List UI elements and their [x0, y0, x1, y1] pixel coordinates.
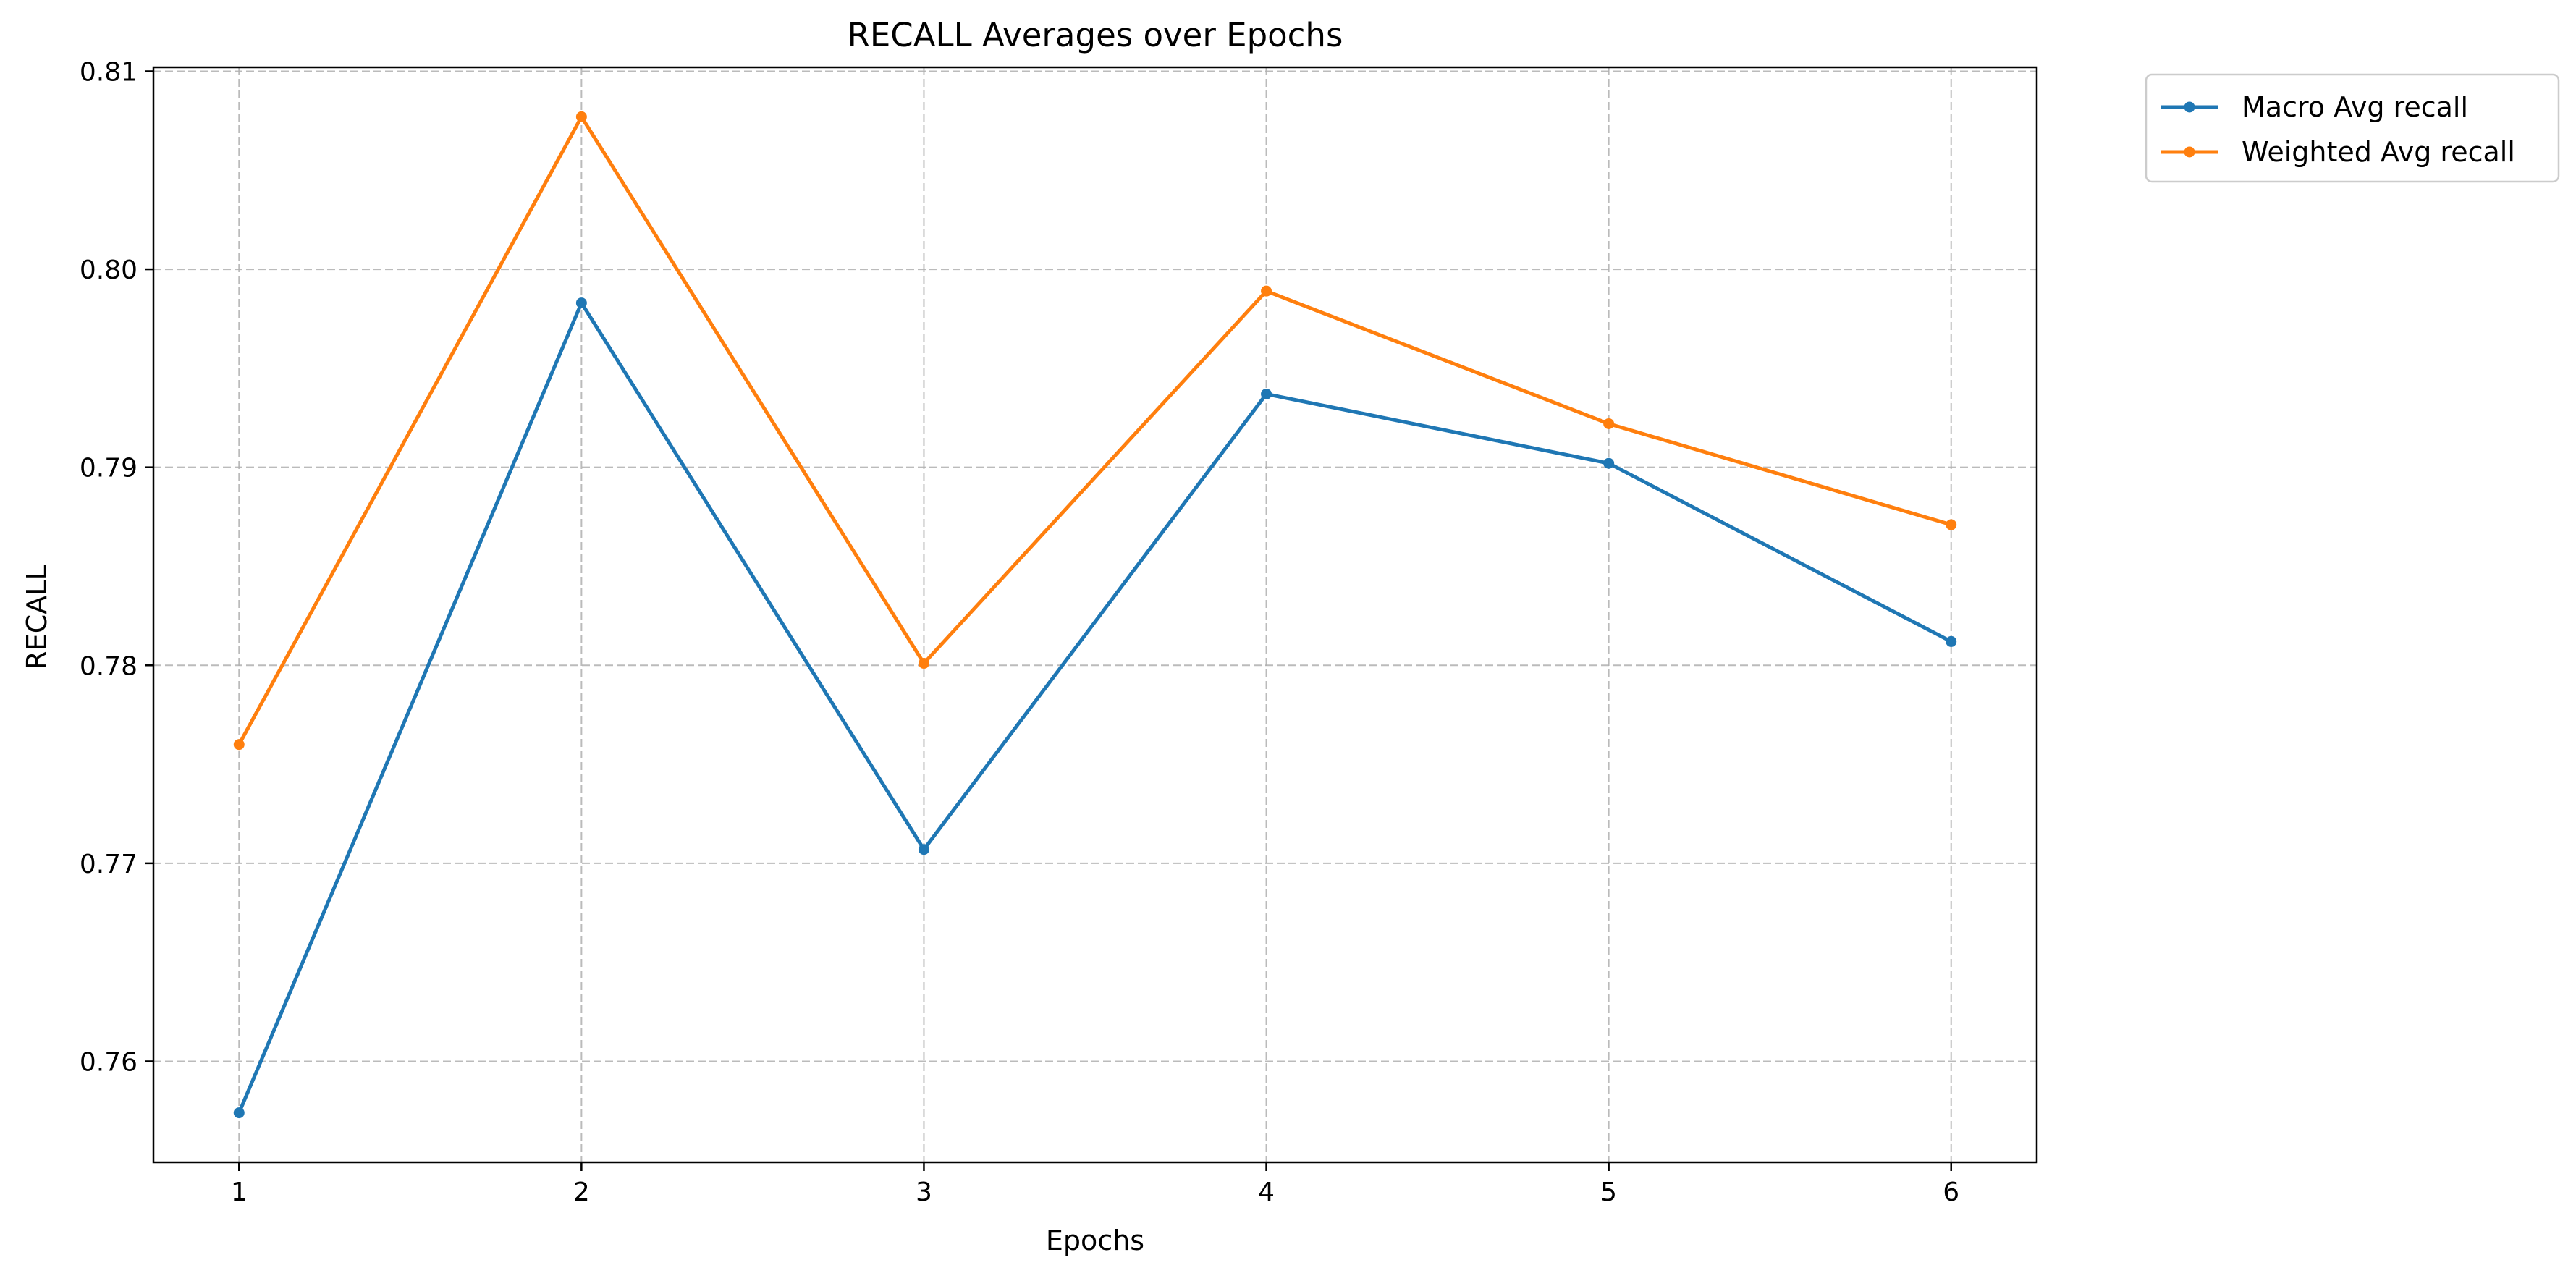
- legend-label: Macro Avg recall: [2242, 91, 2468, 123]
- grid-lines: [153, 67, 2037, 1162]
- series-2-point: [918, 658, 929, 669]
- series-2-point: [233, 739, 245, 751]
- y-tick-label: 0.77: [80, 850, 138, 879]
- legend-label: Weighted Avg recall: [2242, 136, 2515, 168]
- series-layer: [233, 111, 1957, 1119]
- legend-box: [2145, 73, 2560, 183]
- plot-frame: [152, 66, 2038, 1164]
- x-tick-label: 3: [916, 1178, 932, 1207]
- x-tick-label: 4: [1258, 1178, 1275, 1207]
- series-line-2: [237, 113, 1952, 745]
- legend-swatch-marker: [2184, 146, 2195, 158]
- legend-swatch-marker: [2184, 101, 2195, 113]
- series-2-point: [1946, 519, 1957, 530]
- x-tick-label: 5: [1600, 1178, 1617, 1207]
- y-tick-label: 0.81: [80, 57, 138, 87]
- y-tick-label: 0.79: [80, 454, 138, 483]
- series-2-point: [1603, 418, 1615, 429]
- x-tick-label: 1: [231, 1178, 248, 1207]
- series-2-point: [575, 111, 587, 122]
- axis-ticks: 1 2 3 4 5 6 0.76 0.77 0.78 0.79 0.80 0.81: [80, 57, 1959, 1207]
- series-1-point: [233, 1107, 245, 1119]
- series-1-point: [575, 297, 587, 309]
- y-tick-label: 0.78: [80, 651, 138, 681]
- x-axis-label: Epochs: [1046, 1225, 1144, 1256]
- chart-title: RECALL Averages over Epochs: [848, 16, 1343, 54]
- series-line-1: [237, 299, 1952, 1114]
- series-1-point: [1946, 635, 1957, 647]
- y-tick-label: 0.80: [80, 255, 138, 285]
- series-1-point: [1603, 457, 1615, 469]
- y-tick-label: 0.76: [80, 1047, 138, 1077]
- legend: Macro Avg recall Weighted Avg recall: [2145, 73, 2560, 183]
- y-axis-label: RECALL: [21, 565, 53, 669]
- x-tick-label: 6: [1943, 1178, 1959, 1207]
- series-2-point: [1261, 285, 1272, 297]
- series-1-point: [918, 844, 929, 855]
- x-tick-label: 2: [573, 1178, 590, 1207]
- series-1-point: [1261, 388, 1272, 399]
